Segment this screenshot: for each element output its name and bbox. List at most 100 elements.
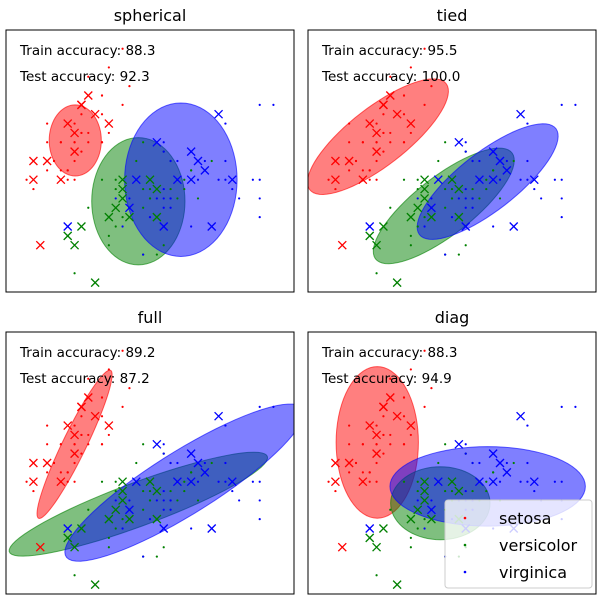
virginica-train-point: [505, 461, 508, 465]
virginica-test-point: [200, 165, 210, 175]
x-stroke: [76, 524, 86, 533]
setosa-ellipse: [48, 104, 102, 177]
virginica-train-point: [471, 461, 474, 465]
virginica-train-point: [416, 197, 419, 200]
versicolor-test-point: [413, 203, 423, 213]
versicolor-train-point: [409, 546, 412, 549]
setosa-test-point: [365, 421, 375, 431]
versicolor-train-point: [444, 489, 447, 493]
virginica-train-point: [114, 499, 117, 502]
setosa-test-point: [385, 91, 395, 100]
setosa-train-point: [87, 433, 90, 437]
setosa-train-point: [59, 471, 62, 474]
x-stroke: [488, 477, 498, 487]
virginica-train-point: [148, 518, 152, 521]
virginica-test-point: [131, 175, 141, 185]
x-stroke: [365, 222, 375, 231]
x-stroke: [76, 402, 86, 412]
x-stroke: [406, 119, 416, 129]
virginica-test-point: [124, 203, 134, 213]
versicolor-train-point: [464, 244, 467, 247]
setosa-train-point: [368, 480, 371, 483]
setosa-test-point: [63, 119, 73, 129]
versicolor-test-point: [90, 580, 100, 590]
versicolor-train-point: [190, 169, 193, 172]
virginica-train-point: [478, 159, 481, 163]
versicolor-train-point: [87, 508, 90, 511]
x-stroke: [35, 240, 45, 250]
virginica-train-point: [464, 150, 467, 153]
setosa-test-point: [83, 393, 93, 402]
setosa-train-point: [375, 461, 378, 465]
virginica-train-point: [492, 225, 495, 228]
versicolor-test-point: [392, 278, 402, 288]
setosa-train-point: [59, 141, 62, 144]
virginica-test-point: [495, 458, 505, 468]
versicolor-train-point: [196, 499, 200, 502]
x-stroke: [104, 212, 114, 222]
virginica-train-point: [444, 253, 447, 256]
setosa-train-point: [375, 141, 378, 144]
setosa-train-point: [46, 169, 49, 172]
versicolor-test-point: [152, 212, 162, 222]
setosa-train-point: [59, 443, 62, 446]
legend: setosa versicolor virginica: [444, 499, 593, 589]
setosa-test-point: [56, 477, 66, 487]
versicolor-train-point: [148, 499, 152, 502]
virginica-test-point: [509, 222, 519, 231]
virginica-train-point: [272, 405, 275, 408]
setosa-train-point: [52, 461, 56, 465]
virginica-train-point: [169, 206, 172, 209]
train-accuracy-label: Train accuracy: 95.5: [321, 43, 458, 59]
x-stroke: [159, 524, 169, 533]
x-stroke: [502, 165, 512, 175]
virginica-train-point: [553, 178, 556, 181]
versicolor-test-point: [145, 175, 155, 185]
versicolor-train-point: [148, 187, 152, 191]
virginica-test-point: [186, 147, 196, 157]
legend-label-versicolor: versicolor: [499, 536, 577, 555]
virginica-train-point: [251, 178, 254, 181]
virginica-test-point: [488, 449, 498, 459]
versicolor-train-point: [162, 244, 165, 247]
versicolor-test-point: [392, 580, 402, 590]
setosa-train-point: [327, 178, 330, 181]
setosa-test-point: [104, 119, 114, 129]
x-stroke: [118, 175, 128, 185]
x-stroke: [420, 175, 430, 185]
x-stroke: [63, 119, 73, 129]
versicolor-train-point: [142, 206, 145, 209]
versicolor-test-point: [63, 533, 73, 543]
x-stroke: [337, 240, 347, 250]
versicolor-test-point: [420, 477, 430, 487]
setosa-test-point: [406, 119, 416, 129]
setosa-train-point: [73, 122, 76, 125]
x-stroke: [433, 175, 443, 185]
virginica-train-point: [553, 480, 556, 483]
legend-marker-virginica: [463, 570, 467, 574]
panel-diag: diag Train accuracy: 88.3 Test accuracy: 9…: [307, 308, 597, 595]
virginica-train-point: [464, 187, 467, 191]
setosa-train-point: [348, 424, 351, 427]
virginica-test-point: [152, 439, 162, 449]
train-accuracy-label: Train accuracy: 89.2: [19, 345, 156, 361]
test-accuracy-label: Test accuracy: 94.9: [321, 371, 452, 387]
virginica-test-point: [227, 175, 237, 185]
virginica-test-point: [186, 449, 196, 459]
x-stroke: [392, 580, 402, 590]
x-stroke: [495, 458, 505, 468]
x-stroke: [433, 477, 443, 487]
versicolor-test-point: [118, 477, 128, 487]
x-stroke: [70, 542, 80, 552]
virginica-train-point: [224, 480, 227, 483]
virginica-test-point: [214, 411, 224, 421]
versicolor-test-point: [420, 184, 430, 194]
virginica-train-point: [190, 225, 193, 228]
versicolor-test-point: [118, 184, 128, 194]
setosa-train-point: [430, 387, 433, 390]
versicolor-train-point: [437, 159, 440, 163]
setosa-test-point: [330, 458, 340, 468]
versicolor-train-point: [416, 187, 419, 191]
versicolor-test-point: [118, 193, 128, 203]
